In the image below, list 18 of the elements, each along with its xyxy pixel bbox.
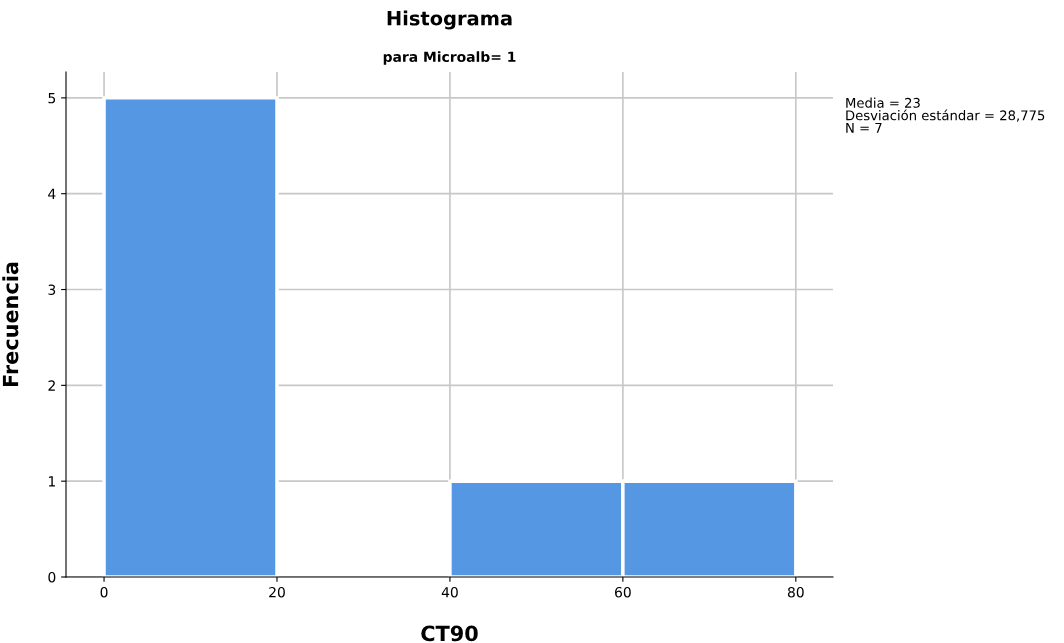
y-tick-label: 5 — [48, 93, 56, 104]
x-tick-label: 80 — [787, 586, 804, 598]
y-tick-label: 4 — [48, 188, 56, 199]
text: Desviación estándar = 28,775 — [846, 109, 1045, 122]
x-tick-label: 0 — [100, 586, 108, 598]
y-axis-title: Frecuencia — [2, 262, 19, 387]
chart-title: Histograma — [387, 10, 512, 30]
x-tick-label: 60 — [615, 586, 631, 598]
y-tick-label: 2 — [48, 380, 55, 391]
y-tick-label: 3 — [48, 284, 56, 295]
x-tick-label: 20 — [269, 586, 285, 598]
chart-subtitle: para Microalb= 1 — [383, 51, 516, 65]
x-tick-label: 40 — [441, 586, 458, 598]
y-tick-label: 1 — [48, 476, 55, 487]
text: N = 7 — [846, 123, 882, 133]
text: Media = 23 — [846, 97, 920, 108]
x-axis-title: CT90 — [421, 625, 478, 642]
y-tick-label: 0 — [48, 571, 56, 583]
